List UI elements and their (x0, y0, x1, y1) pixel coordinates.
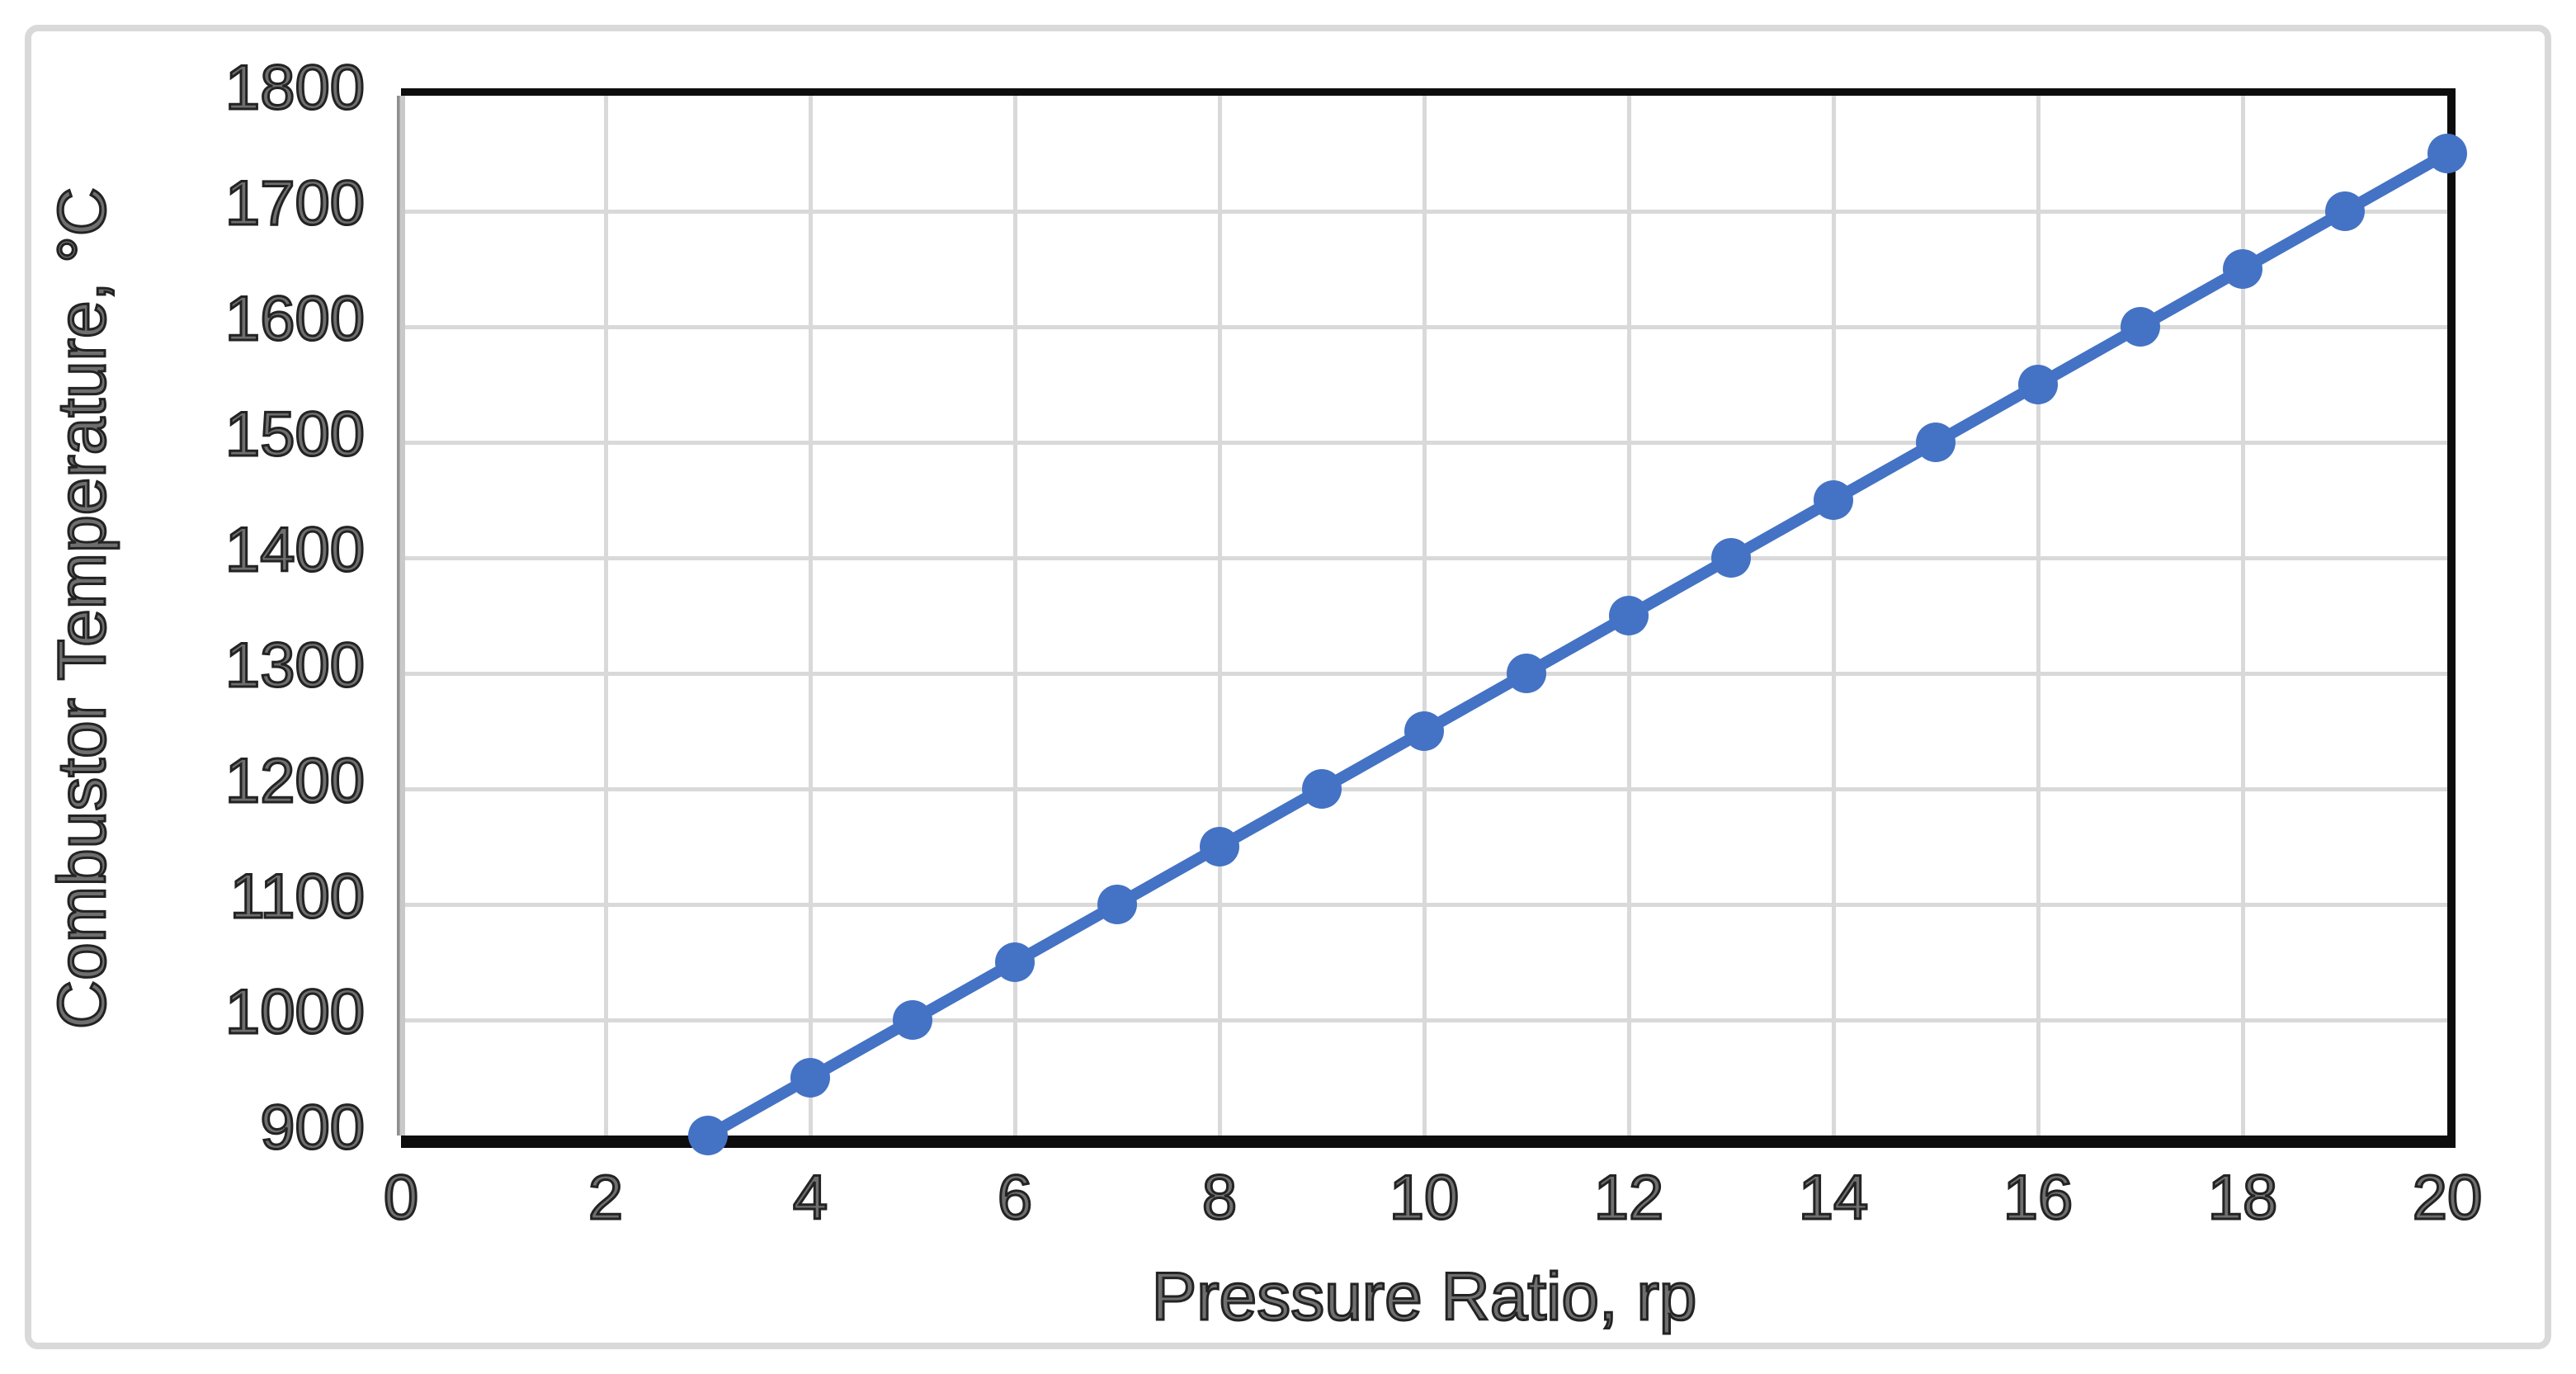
data-point-marker (2121, 307, 2160, 347)
v-gridline (808, 96, 813, 1136)
y-tick-label: 1200 (224, 746, 366, 816)
y-tick-label: 1300 (224, 630, 366, 701)
data-point-marker (2223, 249, 2262, 289)
data-point-marker (1916, 423, 1956, 462)
h-gridline (401, 324, 2447, 329)
y-tick-label: 1100 (229, 862, 366, 932)
x-tick-label: 20 (2411, 1163, 2484, 1233)
data-point-marker (1404, 711, 1444, 751)
v-gridline (1831, 96, 1836, 1136)
v-gridline (1422, 96, 1427, 1136)
h-gridline (401, 1018, 2447, 1022)
data-point-marker (1711, 538, 1751, 578)
y-tick-label: 1500 (224, 399, 366, 470)
x-tick-label: 6 (996, 1163, 1033, 1233)
x-tick-label: 18 (2206, 1163, 2279, 1233)
data-point-marker (2427, 134, 2467, 173)
x-tick-label: 10 (1388, 1163, 1460, 1233)
h-gridline (401, 440, 2447, 445)
y-tick-label: 1600 (224, 284, 366, 354)
data-point-marker (1507, 654, 1546, 693)
y-tick-label: 900 (259, 1093, 366, 1163)
data-point-marker (1609, 596, 1649, 635)
x-tick-label: 12 (1592, 1163, 1665, 1233)
x-axis-title: Pressure Ratio, rp (1150, 1259, 1698, 1334)
x-tick-label: 16 (2002, 1163, 2074, 1233)
x-tick-label: 2 (587, 1163, 624, 1233)
data-point-marker (2325, 191, 2365, 231)
h-gridline (401, 209, 2447, 214)
h-gridline (401, 902, 2447, 907)
y-tick-label: 1700 (224, 168, 366, 238)
data-point-marker (893, 1000, 932, 1040)
v-gridline (1217, 96, 1222, 1136)
x-tick-label: 8 (1201, 1163, 1238, 1233)
data-point-marker (1302, 769, 1342, 809)
data-point-marker (1200, 827, 1239, 866)
x-tick-label: 0 (382, 1163, 419, 1233)
x-tick-label: 14 (1797, 1163, 1870, 1233)
h-gridline (401, 786, 2447, 791)
y-tick-label: 1400 (224, 515, 366, 585)
h-gridline (401, 555, 2447, 560)
x-tick-label: 4 (791, 1163, 828, 1233)
v-gridline (2240, 96, 2245, 1136)
data-point-marker (790, 1058, 830, 1098)
series-line (702, 148, 2453, 1141)
y-tick-label: 1800 (224, 53, 366, 123)
data-series (688, 134, 2467, 1155)
data-point-marker (688, 1116, 728, 1155)
data-point-marker (2018, 365, 2058, 404)
h-gridline (401, 671, 2447, 676)
v-gridline (2036, 96, 2041, 1136)
v-gridline (1012, 96, 1017, 1136)
data-point-marker (1814, 480, 1853, 520)
y-axis-line (397, 96, 405, 1136)
data-point-marker (995, 942, 1035, 982)
v-gridline (603, 96, 608, 1136)
y-tick-label: 1000 (224, 977, 366, 1047)
plot-area (397, 88, 2467, 1155)
data-point-marker (1097, 885, 1137, 924)
